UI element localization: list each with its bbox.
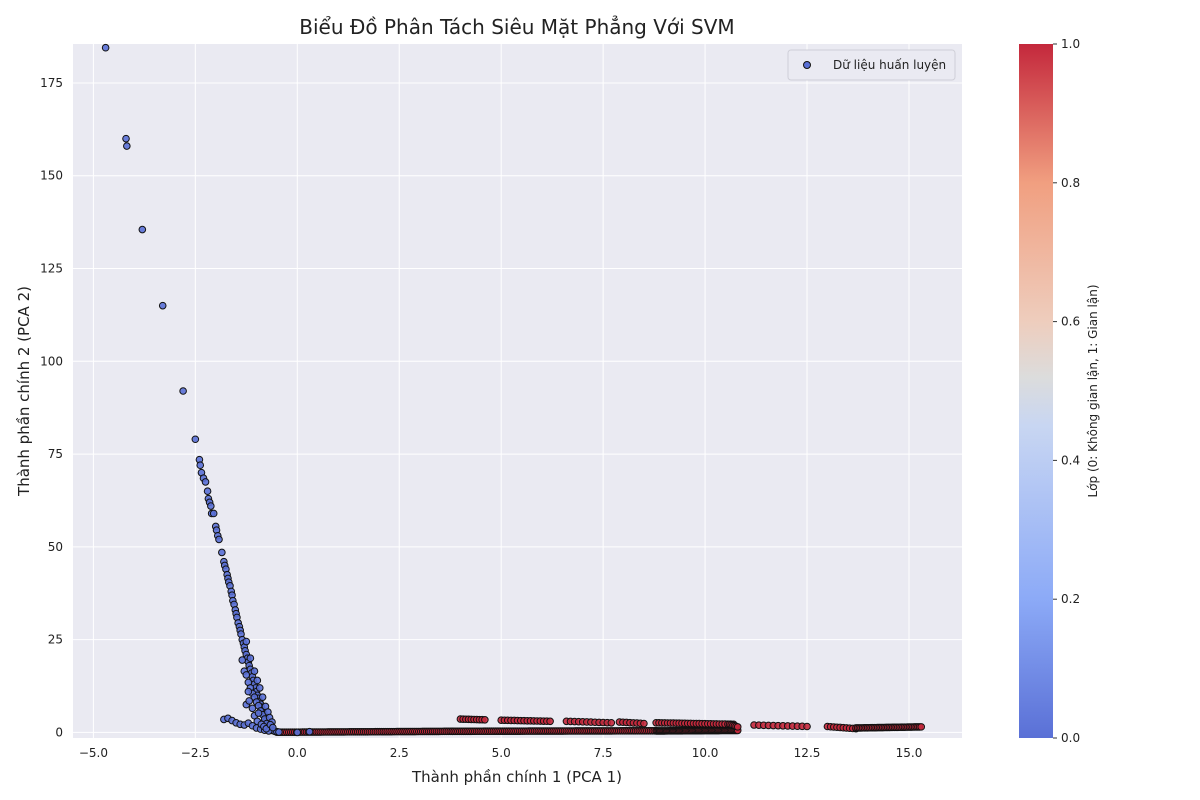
chart-title: Biểu Đồ Phân Tách Siêu Mặt Phẳng Với SVM <box>299 15 734 39</box>
x-tick-label: 7.5 <box>594 746 613 760</box>
data-point-class-0 <box>122 134 130 143</box>
data-point-class-0 <box>215 535 223 544</box>
colorbar-tick-label: 0.0 <box>1061 731 1080 745</box>
scatter-points <box>101 43 926 737</box>
data-point-class-0 <box>250 667 259 676</box>
data-point-class-0 <box>246 654 255 663</box>
x-axis-ticks: −5.0 −2.5 0.0 2.5 5.0 7.5 10.0 12.5 15.0 <box>79 746 923 760</box>
data-point-class-0 <box>101 43 110 52</box>
data-point-class-1 <box>803 722 811 731</box>
x-tick-label: 2.5 <box>390 746 409 760</box>
colorbar-tick-label: 0.6 <box>1061 315 1080 329</box>
colorbar <box>1019 44 1053 738</box>
colorbar-tick-label: 0.2 <box>1061 592 1080 606</box>
data-point-class-0 <box>123 142 131 150</box>
x-tick-label: 5.0 <box>492 746 511 760</box>
y-tick-label: 125 <box>40 262 63 276</box>
x-tick-label: −2.5 <box>181 746 210 760</box>
colorbar-ticks: 0.0 0.2 0.4 0.6 0.8 1.0 <box>1053 37 1080 745</box>
data-point-class-1 <box>546 717 554 726</box>
data-point-class-0 <box>201 478 210 486</box>
y-axis-label: Thành phần chính 2 (PCA 2) <box>15 286 33 497</box>
data-point-class-1 <box>733 723 742 731</box>
data-point-class-0 <box>207 502 215 510</box>
x-tick-label: −5.0 <box>79 746 108 760</box>
data-point-class-0 <box>138 225 147 234</box>
data-point-class-0 <box>218 548 226 557</box>
y-tick-label: 50 <box>48 540 63 554</box>
grid <box>73 44 962 738</box>
data-point-class-0 <box>248 704 257 713</box>
colorbar-label: Lớp (0: Không gian lận, 1: Gian lận) <box>1086 284 1100 497</box>
data-point-class-0 <box>254 709 263 717</box>
data-point-class-0 <box>258 693 267 701</box>
legend-marker <box>803 61 811 69</box>
data-point-class-1 <box>917 723 926 731</box>
legend: Dữ liệu huấn luyện <box>787 49 956 81</box>
y-tick-label: 175 <box>40 76 63 90</box>
data-point-class-0 <box>244 687 253 696</box>
data-point-class-0 <box>305 727 314 736</box>
data-point-class-1 <box>640 719 648 728</box>
data-point-class-0 <box>196 461 205 470</box>
plot-area <box>73 44 962 738</box>
legend-label: Dữ liệu huấn luyện <box>833 58 946 72</box>
data-point-class-0 <box>253 676 262 685</box>
data-point-class-0 <box>293 728 302 737</box>
x-tick-label: 0.0 <box>288 746 307 760</box>
x-tick-label: 15.0 <box>896 746 923 760</box>
data-point-class-0 <box>179 387 187 395</box>
colorbar-tick-label: 1.0 <box>1061 37 1080 51</box>
data-point-class-0 <box>242 671 251 679</box>
data-point-class-0 <box>238 656 247 664</box>
x-tick-label: 10.0 <box>692 746 719 760</box>
data-point-class-0 <box>209 509 218 518</box>
data-point-class-1 <box>607 718 616 727</box>
data-point-class-0 <box>245 697 253 705</box>
y-tick-label: 100 <box>40 354 63 368</box>
y-tick-label: 75 <box>48 447 63 461</box>
y-tick-label: 25 <box>48 633 63 647</box>
y-tick-label: 150 <box>40 169 63 183</box>
data-point-class-0 <box>158 301 167 310</box>
colorbar-tick-label: 0.4 <box>1061 453 1080 467</box>
x-tick-label: 12.5 <box>794 746 821 760</box>
data-point-class-0 <box>191 435 200 444</box>
data-point-class-0 <box>242 637 251 646</box>
y-tick-label: 0 <box>55 725 63 739</box>
data-point-class-0 <box>203 487 212 496</box>
data-point-class-0 <box>255 684 264 692</box>
y-axis-ticks: 0 25 50 75 100 125 150 175 <box>40 76 63 739</box>
data-point-class-0 <box>269 723 277 732</box>
data-point-class-1 <box>481 716 489 724</box>
legend-box <box>787 49 956 81</box>
data-point-class-0 <box>275 728 283 736</box>
colorbar-tick-label: 0.8 <box>1061 176 1080 190</box>
x-axis-label: Thành phần chính 1 (PCA 1) <box>411 768 622 786</box>
